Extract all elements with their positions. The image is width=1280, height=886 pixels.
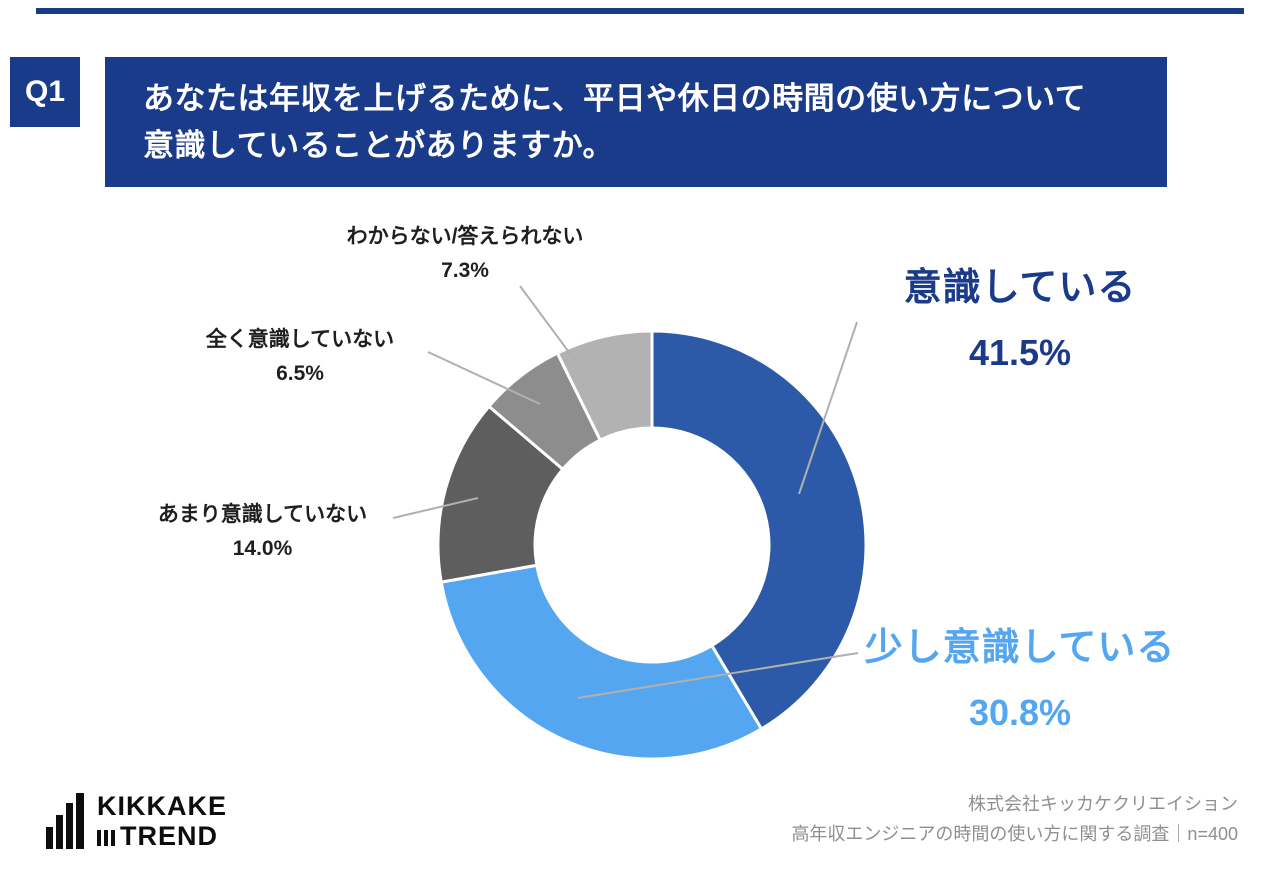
callout-sukoshi-value: 30.8% <box>968 691 1072 733</box>
kikkake-trend-logo: KIKKAKE TREND <box>46 792 227 851</box>
label-amari-text: あまり意識していない <box>157 503 368 526</box>
source-company: 株式会社キッカケクリエイション <box>968 794 1238 814</box>
label-mattaku-text: 全く意識していない <box>205 328 395 351</box>
logo-kikkake: KIKKAKE <box>97 791 228 821</box>
donut-segment-1 <box>439 563 764 761</box>
leader-line-ishiki <box>798 321 858 495</box>
top-divider <box>36 8 1244 14</box>
callout-sukoshi-text: 少し意識している <box>864 627 1176 669</box>
logo-bars-icon <box>46 793 84 850</box>
label-wakaranai: わからない/答えられない 7.3% <box>270 220 660 288</box>
callout-ishiki-text: 意識している <box>903 267 1137 309</box>
logo-mini-bars-icon <box>97 829 115 846</box>
callout-sukoshi: 少し意識している 30.8% <box>853 626 1187 734</box>
logo-trend: TREND <box>120 821 218 852</box>
source-survey: 高年収エンジニアの時間の使い方に関する調査｜n=400 <box>791 823 1238 844</box>
logo-trend-row: TREND <box>97 821 227 852</box>
leader-lines <box>392 285 859 699</box>
question-header: あなたは年収を上げるために、平日や休日の時間の使い方について 意識していることが… <box>105 57 1167 187</box>
question-number-badge: Q1 <box>10 57 80 127</box>
label-wakaranai-value: 7.3% <box>441 259 489 283</box>
leader-line-wakaranai <box>519 285 595 387</box>
donut-segment-4 <box>555 329 654 443</box>
label-mattaku: 全く意識していない 6.5% <box>135 323 465 391</box>
leader-line-amari <box>392 497 479 519</box>
leader-line-mattaku <box>427 351 541 405</box>
leader-line-sukoshi <box>577 652 859 699</box>
label-amari: あまり意識していない 14.0% <box>95 498 430 566</box>
question-title: あなたは年収を上げるために、平日や休日の時間の使い方について 意識していることが… <box>143 80 1087 163</box>
callout-ishiki-value: 41.5% <box>968 331 1072 373</box>
logo-text: KIKKAKE TREND <box>97 792 227 851</box>
source-credit: 株式会社キッカケクリエイション 高年収エンジニアの時間の使い方に関する調査｜n=… <box>791 790 1238 849</box>
donut-segment-0 <box>650 329 868 731</box>
label-amari-value: 14.0% <box>232 537 293 561</box>
callout-ishiki: 意識している 41.5% <box>853 266 1187 374</box>
donut-segments <box>436 329 868 761</box>
label-wakaranai-text: わからない/答えられない <box>346 225 584 248</box>
label-mattaku-value: 6.5% <box>276 362 324 386</box>
question-number: Q1 <box>24 75 66 108</box>
